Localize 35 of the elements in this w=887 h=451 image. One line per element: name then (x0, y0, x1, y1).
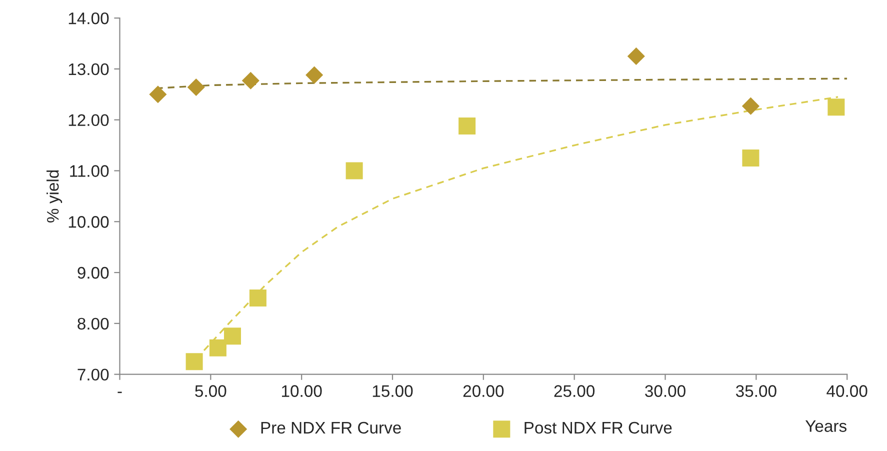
point (209, 339, 226, 356)
point (458, 117, 476, 134)
x-tick-label: 40.00 (826, 385, 868, 397)
y-tick-label: 7.00 (78, 368, 109, 381)
x-tick-label: 5.00 (195, 385, 226, 397)
point (186, 353, 203, 370)
x-tick-label: 15.00 (372, 385, 413, 397)
point (306, 66, 324, 84)
x-tick-label: 35.00 (736, 385, 776, 397)
x-tick-label: 20.00 (463, 385, 504, 397)
legend-label: Post NDX FR Curve (524, 422, 672, 434)
y-tick-label: 13.00 (68, 63, 109, 76)
point (346, 162, 363, 180)
point (187, 78, 205, 96)
x-tick-label: 25.00 (554, 385, 595, 397)
x-axis-title: Years (805, 420, 846, 432)
y-tick-label: 9.00 (78, 266, 109, 279)
x-tick-label: 30.00 (645, 385, 686, 397)
y-tick-label: 12.00 (68, 114, 109, 126)
point (627, 47, 645, 65)
y-axis-title: % yield (46, 170, 62, 222)
point (742, 150, 760, 167)
point (742, 97, 760, 115)
y-tick-label: 14.00 (68, 12, 109, 24)
point (149, 86, 167, 104)
y-tick-label: 10.00 (68, 216, 109, 228)
x-tick-label: - (118, 392, 122, 394)
point (242, 72, 260, 90)
y-tick-label: 11.00 (70, 165, 109, 177)
legend-label: Pre NDX FR Curve (261, 422, 401, 434)
x-tick-label: 10.00 (282, 385, 322, 397)
point (224, 328, 241, 345)
y-tick-label: 8.00 (78, 318, 109, 330)
point (249, 289, 266, 306)
point (828, 98, 845, 116)
